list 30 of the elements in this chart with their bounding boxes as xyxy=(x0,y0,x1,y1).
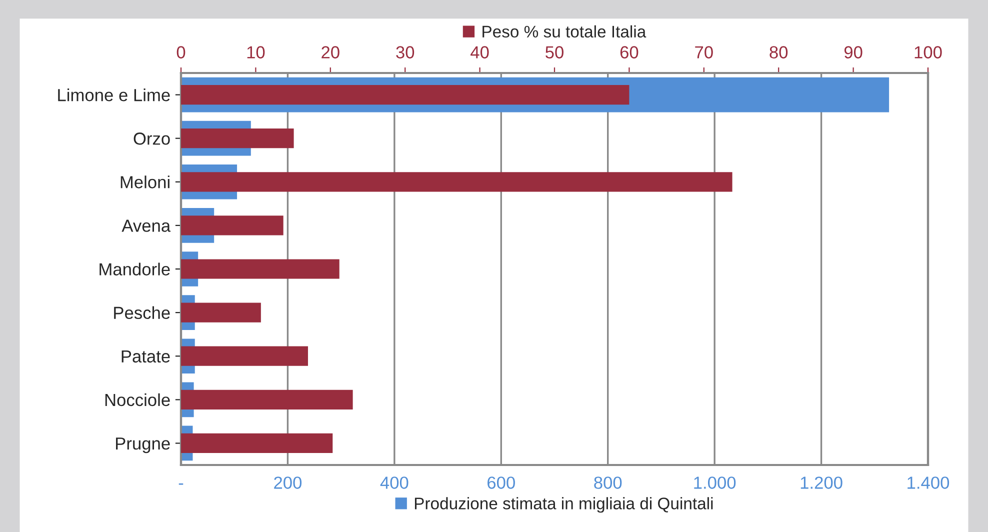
x2-tick-label: 90 xyxy=(844,46,862,58)
y-tick-label: Orzo xyxy=(134,132,170,145)
legend-label: Produzione stimata in migliaia di Quintali xyxy=(414,497,713,513)
x2-tick-label: 100 xyxy=(914,46,942,58)
x2-tick-label: 10 xyxy=(247,46,265,58)
x2-tick-label: 70 xyxy=(695,46,713,58)
legend-label: Peso % su totale Italia xyxy=(482,25,646,38)
y-tick-label: Patate xyxy=(122,350,170,363)
y-tick-label: Mandorle xyxy=(100,262,170,276)
x2-tick-label: 30 xyxy=(396,46,414,58)
x2-tick-label: 40 xyxy=(470,46,489,58)
x-tick-label: 1.400 xyxy=(908,476,950,489)
x-tick-label: 1.200 xyxy=(800,476,842,489)
y-tick-label: Pesche xyxy=(114,306,170,320)
y-tick-label: Nocciole xyxy=(105,393,170,406)
x-tick-label: - xyxy=(178,483,184,485)
x2-tick-label: 20 xyxy=(322,46,340,58)
y-tick-label: Limone e Lime xyxy=(58,88,170,102)
x-tick-label: 200 xyxy=(274,476,302,489)
x-tick-label: 400 xyxy=(380,476,408,489)
x-tick-label: 1.000 xyxy=(694,476,736,489)
x-tick-label: 600 xyxy=(488,476,515,489)
y-tick-label: Avena xyxy=(122,220,171,232)
y-tick-label: Prugne xyxy=(116,438,170,454)
x-tick-label: 800 xyxy=(594,476,622,489)
x2-tick-label: 0 xyxy=(176,46,186,58)
x2-tick-label: 60 xyxy=(620,46,638,58)
x2-tick-label: 50 xyxy=(546,46,564,58)
y-tick-label: Meloni xyxy=(120,176,170,188)
x2-tick-label: 80 xyxy=(770,46,788,58)
